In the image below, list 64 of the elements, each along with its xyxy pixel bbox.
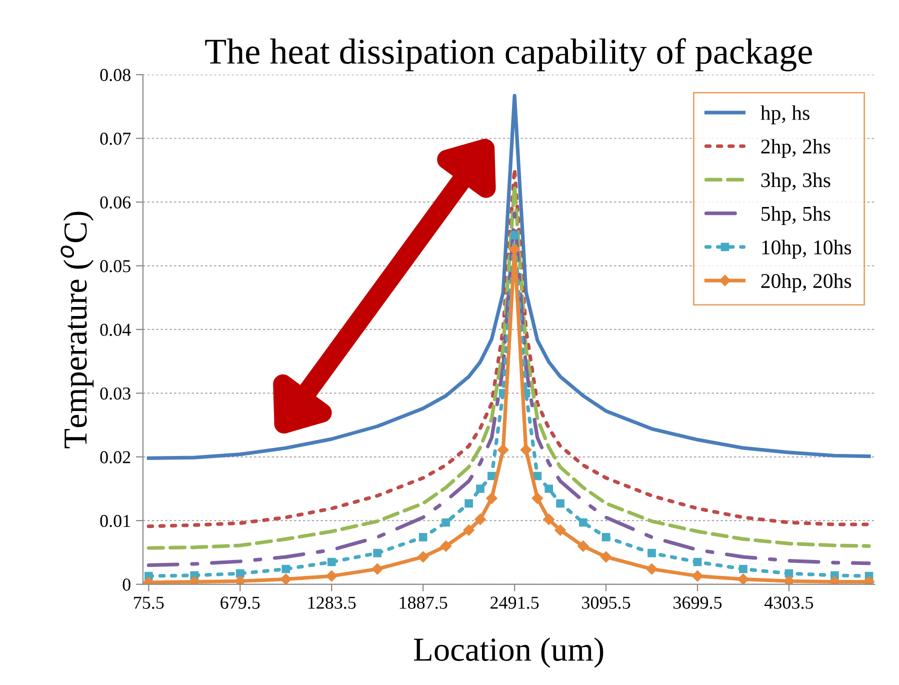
legend-label: hp, hs — [760, 105, 810, 124]
y-tick-label: 0.06 — [100, 196, 131, 209]
point — [464, 499, 473, 508]
x-tick-label: 3095.5 — [582, 596, 630, 609]
y-tick-label: 0.01 — [100, 514, 130, 528]
y-tick-label: 0.08 — [100, 68, 130, 82]
x-axis-title: Location (um) — [414, 637, 604, 668]
point — [738, 574, 749, 584]
point — [280, 574, 292, 584]
x-tick-label: 3699.5 — [674, 596, 722, 609]
point — [417, 551, 429, 563]
point — [692, 570, 704, 582]
legend-label: 2hp, 2hs — [761, 138, 830, 158]
point — [486, 492, 498, 504]
point — [578, 540, 589, 552]
point — [372, 563, 383, 575]
y-tick-label: 0.07 — [100, 132, 131, 145]
point — [783, 576, 795, 584]
y-tick-label: 0 — [122, 578, 130, 591]
point — [544, 484, 554, 493]
point — [476, 484, 484, 493]
point — [646, 563, 658, 575]
legend-label: 20hp, 20hs — [761, 273, 852, 292]
point — [327, 558, 336, 566]
point — [373, 548, 382, 558]
x-tick-label: 1887.5 — [400, 596, 448, 609]
x-tick-label: 4303.5 — [764, 596, 814, 609]
point — [442, 518, 450, 527]
point — [556, 499, 564, 508]
legend-label: 3hp, 3hs — [761, 172, 830, 192]
y-tick-label: 0.05 — [100, 260, 130, 272]
point — [488, 472, 496, 480]
point — [532, 492, 544, 504]
chart-title: The heat dissipation capability of package — [205, 38, 812, 72]
point — [234, 576, 246, 584]
x-tick-label: 2491.5 — [490, 596, 539, 609]
point — [418, 532, 428, 542]
point — [440, 540, 452, 552]
line-series — [146, 94, 871, 460]
point — [520, 444, 532, 456]
legend-label: 10hp, 10hs — [762, 240, 852, 259]
x-tick-label: 1283.5 — [308, 596, 356, 609]
point — [554, 524, 566, 536]
point — [498, 444, 509, 456]
point — [510, 231, 519, 240]
point — [474, 514, 486, 525]
point — [463, 524, 474, 536]
point — [236, 569, 244, 578]
y-tick-label: 0.03 — [100, 387, 130, 400]
point — [578, 518, 588, 527]
x-tick-label: 75.5 — [134, 596, 164, 609]
x-tick-label: 679.5 — [220, 596, 260, 609]
point — [739, 564, 748, 574]
point — [543, 514, 554, 525]
point — [693, 558, 702, 566]
point — [602, 532, 610, 542]
point — [282, 564, 290, 574]
y-tick-label: 0.04 — [100, 324, 131, 336]
point — [326, 570, 338, 582]
y-tick-label: 0.02 — [100, 451, 130, 464]
point — [648, 548, 656, 558]
legend-label: 5hp, 5hs — [762, 206, 830, 226]
y-axis-title: Temperature ($^{o}$C) — [60, 212, 94, 448]
point — [600, 551, 612, 563]
